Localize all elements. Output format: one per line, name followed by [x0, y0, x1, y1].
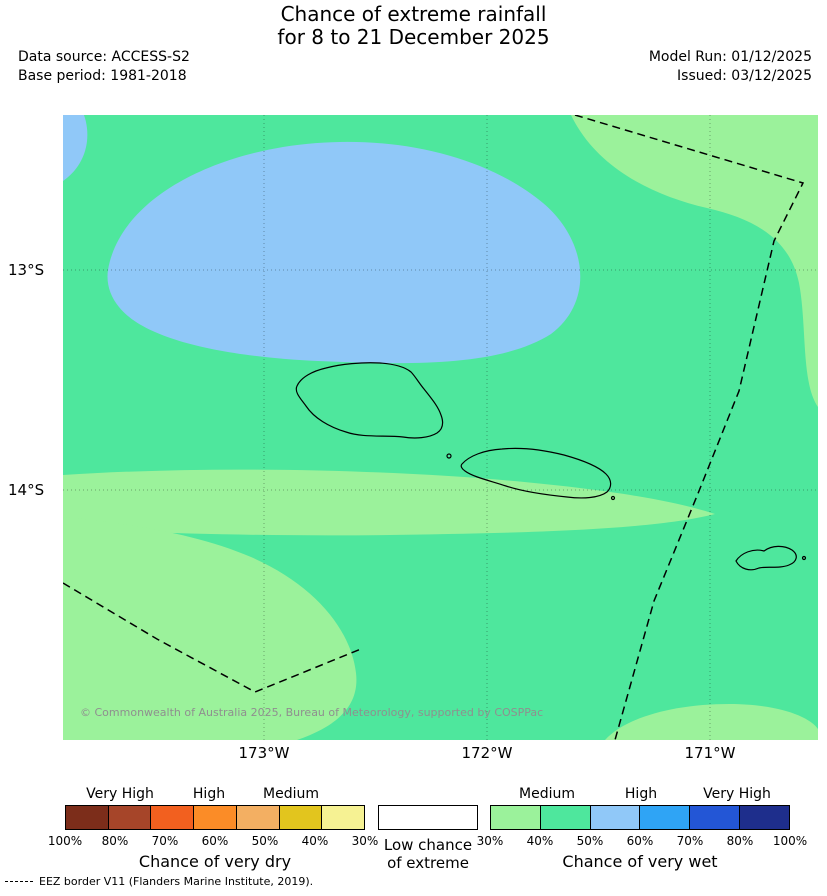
manono-islet [446, 453, 452, 459]
eez-border-east [574, 115, 805, 740]
lat-label-13s: 13°S [8, 261, 45, 279]
dry-label-medium: Medium [263, 786, 319, 802]
dry-colorbar-swatch [107, 806, 151, 829]
eez-borders [63, 115, 805, 740]
region-high-blue-corner [63, 115, 88, 181]
dry-colorbar-swatch [193, 806, 236, 829]
low-chance-label: Low chance of extreme [378, 836, 478, 872]
dry-caption: Chance of very dry [138, 852, 292, 871]
wet-ticks-label: 100% [772, 834, 808, 848]
dry-ticks-label: 50% [251, 834, 279, 848]
data-source: Data source: ACCESS-S2 [18, 49, 190, 65]
dry-ticks-label: 80% [101, 834, 129, 848]
region-light-bottom-left [63, 517, 357, 740]
wet-ticks-label: 70% [676, 834, 704, 848]
title-line-2: for 8 to 21 December 2025 [277, 25, 550, 49]
savaii-coastline [295, 362, 444, 439]
eez-footnote: EEZ border V11 (Flanders Marine Institut… [5, 875, 313, 888]
small-islet-east [610, 495, 616, 501]
dry-ticks: 100% 80% 70% 60% 50% 40% 30% [48, 834, 378, 849]
low-chance-box [378, 805, 478, 830]
wet-colorbar-swatch [589, 806, 640, 829]
wet-colorbar-swatch [491, 806, 540, 829]
issued-date: Issued: 03/12/2025 [677, 68, 812, 84]
rainfall-probability-map: © Commonwealth of Australia 2025, Bureau… [63, 115, 818, 740]
dry-ticks-label: 70% [151, 834, 179, 848]
tutuila-coastline [735, 545, 797, 571]
dry-ticks-label: 30% [351, 834, 379, 848]
wet-ticks-label: 40% [526, 834, 554, 848]
wet-label-high: High [624, 786, 658, 802]
legend: Very High High Medium Medium High Very H… [0, 786, 827, 886]
region-light-bottom-right [605, 704, 818, 740]
wet-ticks-label: 80% [726, 834, 754, 848]
dry-label-very-high: Very High [86, 786, 154, 802]
lat-label-14s: 14°S [8, 481, 45, 499]
graticule [63, 115, 818, 740]
wet-ticks-label: 60% [626, 834, 654, 848]
copyright-text: © Commonwealth of Australia 2025, Bureau… [80, 706, 544, 719]
region-high-blue-blob [107, 141, 581, 364]
eez-footnote-text: EEZ border V11 (Flanders Marine Institut… [39, 875, 314, 888]
region-light-band-14s [63, 469, 715, 536]
lon-label-173w: 173°W [238, 744, 290, 762]
wet-ticks-label: 30% [476, 834, 504, 848]
dry-ticks-label: 60% [201, 834, 229, 848]
dry-colorbar [65, 805, 365, 830]
header-meta-right: Model Run: 01/12/2025 Issued: 03/12/2025 [649, 48, 812, 86]
wet-label-medium: Medium [519, 786, 575, 802]
dry-colorbar-swatch [321, 806, 365, 829]
title-line-1: Chance of extreme rainfall [280, 2, 547, 26]
page-title: Chance of extreme rainfall for 8 to 21 D… [0, 3, 827, 49]
wet-colorbar-swatch [639, 806, 690, 829]
map-canvas [63, 115, 818, 740]
wet-colorbar-swatch [539, 806, 590, 829]
dry-colorbar-swatch [278, 806, 322, 829]
dry-colorbar-swatch [66, 806, 108, 829]
low-chance-line-2: of extreme [387, 854, 469, 872]
wet-ticks: 30% 40% 50% 60% 70% 80% 100% [477, 834, 807, 849]
wet-colorbar-swatch [739, 806, 789, 829]
low-chance-line-1: Low chance [383, 836, 473, 854]
dry-colorbar-swatch [150, 806, 194, 829]
wet-caption: Chance of very wet [562, 852, 718, 871]
dry-ticks-label: 40% [301, 834, 329, 848]
model-run: Model Run: 01/12/2025 [648, 49, 812, 65]
upolu-coastline [460, 447, 612, 499]
coastlines [295, 362, 807, 571]
dry-colorbar-swatch [235, 806, 279, 829]
lon-label-171w: 171°W [684, 744, 736, 762]
dry-label-high: High [192, 786, 226, 802]
wet-label-very-high: Very High [703, 786, 771, 802]
tutuila-islet [801, 555, 807, 561]
dry-ticks-label: 100% [47, 834, 83, 848]
eez-border-southwest [63, 582, 362, 693]
dashed-line-icon [5, 881, 33, 882]
header-meta-left: Data source: ACCESS-S2 Base period: 1981… [18, 48, 190, 86]
wet-colorbar-swatch [689, 806, 740, 829]
wet-ticks-label: 50% [576, 834, 604, 848]
region-light-top-right [571, 115, 818, 407]
lon-label-172w: 172°W [461, 744, 513, 762]
wet-colorbar [490, 805, 790, 830]
base-period: Base period: 1981-2018 [18, 68, 187, 84]
